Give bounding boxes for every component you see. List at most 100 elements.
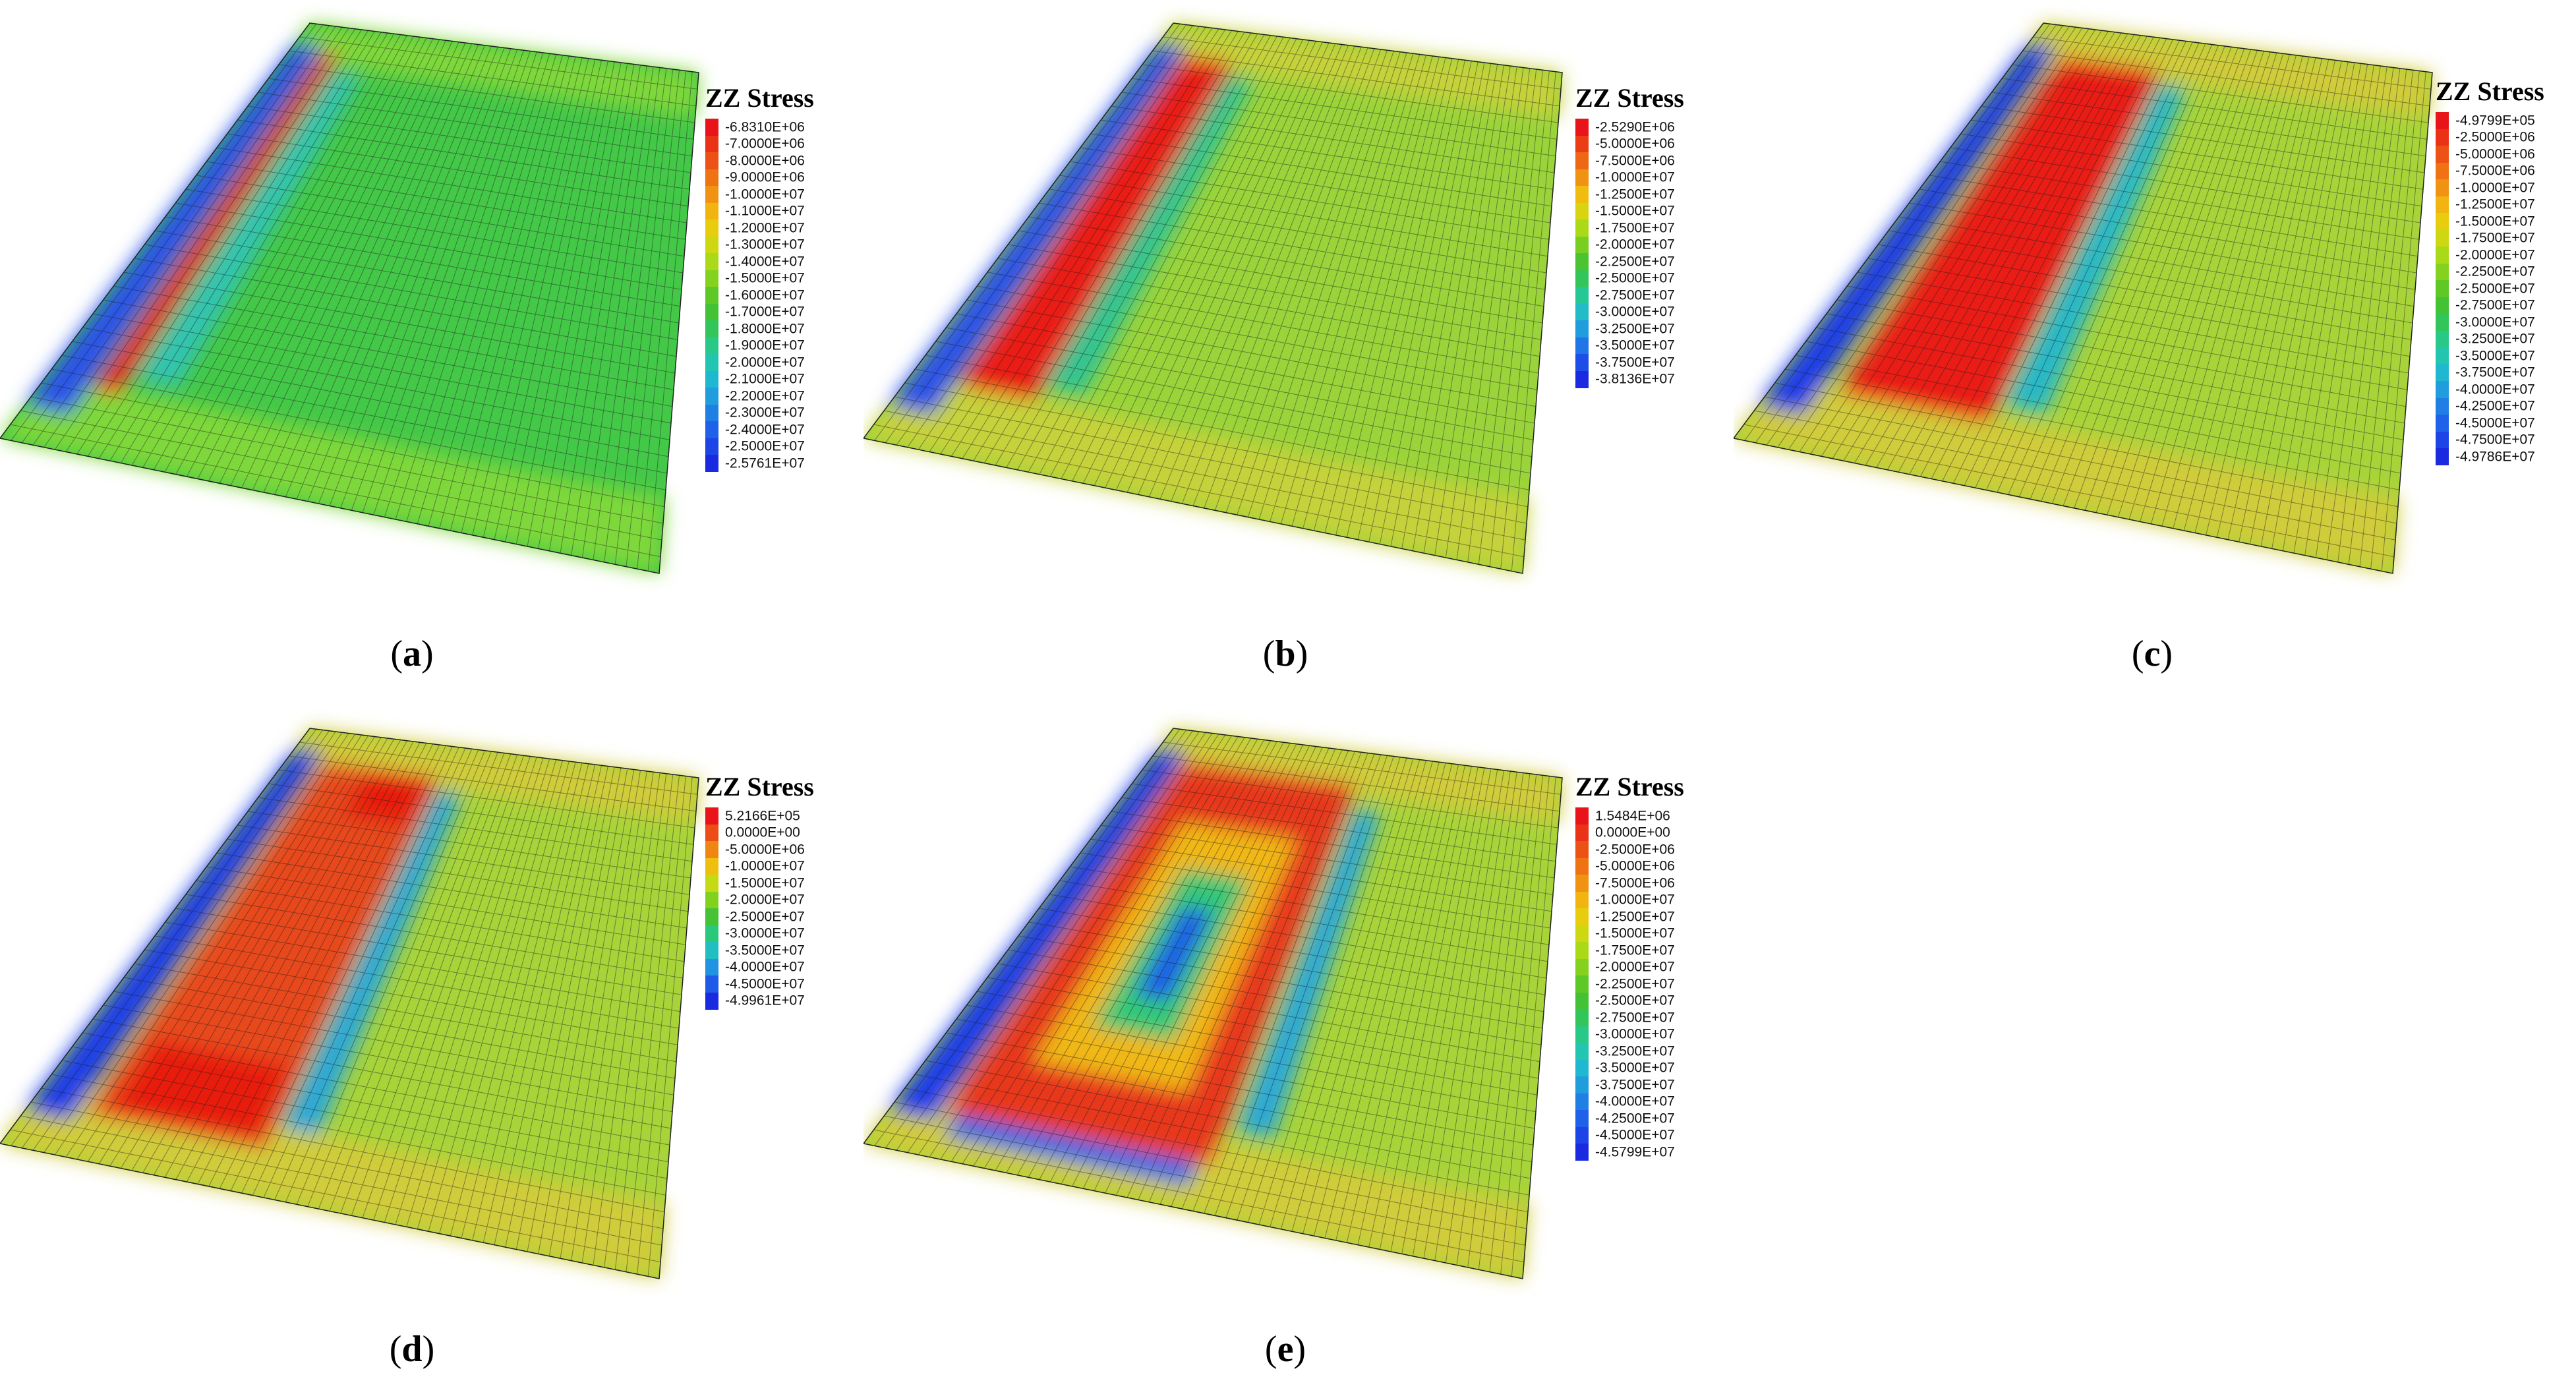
panel-b: ZZ Stress -2.5290E+06 -5.0000E+06 -7.5000E… [864,0,1720,699]
legend-tick-label: -1.5000E+07 [725,270,805,286]
legend-tick-label: -4.2500E+07 [2455,398,2535,414]
legend-tick-label: -4.0000E+07 [1595,1093,1675,1109]
legend-tick-label: -2.3000E+07 [725,405,805,421]
legend-tick-label: -1.1000E+07 [725,203,805,219]
transition-zone [135,72,363,388]
legend-tick-label: -2.2500E+07 [1595,254,1675,270]
legend-swatch [1575,152,1589,169]
legend-swatch [1575,1026,1589,1043]
legend-tick-label: -2.2000E+07 [725,388,805,404]
legend-tick-label: 0.0000E+00 [725,825,800,840]
legend-swatch [705,370,718,388]
legend-tick-label: -3.8136E+07 [1595,371,1675,387]
legend-tick-label: -3.5000E+07 [725,943,805,958]
legend-tick-label: -3.5000E+07 [1595,337,1675,353]
stress-plot-c [1734,22,2433,574]
legend-swatch [705,455,718,472]
legend-tick-label: -1.8000E+07 [725,321,805,337]
legend-tick-label: -1.2000E+07 [725,220,805,236]
legend-swatch [1575,975,1589,993]
plate-outline [0,22,699,574]
legend-tick-label: -4.9961E+07 [725,993,805,1008]
legend-swatch [2436,247,2449,264]
top-band [2015,23,2432,118]
legend-tick-label: -1.5000E+07 [725,875,805,891]
legend-tick-label: -3.0000E+07 [1595,304,1675,320]
plate-outline [864,22,1563,574]
legend-title-a: ZZ Stress [705,83,814,113]
legend-tick-label: -7.5000E+06 [1595,875,1675,891]
legend-tick-label: -2.7500E+07 [2455,297,2535,313]
legend-swatch [1575,891,1589,909]
legend-tick-label: -1.7500E+07 [1595,943,1675,958]
stress-plot-b [864,22,1563,574]
panel-a: ZZ Stress -6.8310E+06 -7.0000E+06 -8.0000E… [0,0,857,699]
stress-plot-a [0,22,699,574]
legend-swatch [705,169,718,187]
legend-tick-label: -1.4000E+07 [725,254,805,270]
legend-swatch [1575,1043,1589,1060]
legend-swatch [705,908,718,925]
legend-swatch [705,388,718,405]
legend-title-b: ZZ Stress [1575,83,1684,113]
legend-tick-label: -1.0000E+07 [2455,180,2535,196]
legend-swatch [1575,824,1589,842]
legend-swatch [1575,1059,1589,1077]
legend-title-d: ZZ Stress [705,772,814,801]
legend-swatch [1575,236,1589,254]
left-edge-zone [1758,44,2057,415]
legend-tick-label: -2.5000E+07 [1595,270,1675,286]
legend-tick-label: -3.7500E+07 [1595,1077,1675,1093]
legend-tick-label: -2.0000E+07 [1595,959,1675,975]
legend-tick-label: -1.0000E+07 [1595,169,1675,185]
caption-b: (b) [1262,633,1308,674]
legend-tick-label: -1.2500E+07 [1595,909,1675,925]
legend-swatch [1575,320,1589,337]
legend-swatch [705,421,718,438]
legend-swatch [705,135,718,153]
legend-swatch [705,236,718,254]
legend-swatch [1575,337,1589,355]
legend-swatch [2436,431,2449,449]
bottom-band [0,1081,665,1279]
legend-tick-label: -2.0000E+07 [725,892,805,908]
transition-zone [1041,76,1255,396]
legend-swatch [705,287,718,304]
plate-outline [1734,22,2433,574]
top-band [281,23,699,118]
legend-tick-label: -2.5000E+07 [725,438,805,454]
legend-tick-label: -2.0000E+07 [2455,247,2535,263]
legend-swatch [2436,162,2449,180]
legend-tick-label: -4.9799E+05 [2455,113,2535,129]
stress-field [864,728,1562,1279]
legend-tick-label: -1.9000E+07 [725,337,805,353]
legend-swatch [1575,202,1589,220]
legend-swatch [705,404,718,422]
plate-outline [0,728,699,1279]
legend-tick-label: -2.5000E+06 [1595,842,1675,858]
legend-swatch [705,270,718,287]
legend-swatch [1575,1076,1589,1093]
legend-tick-label: -7.5000E+06 [1595,153,1675,169]
left-edge-zone [888,44,1186,415]
legend-tick-label: -3.7500E+07 [1595,355,1675,370]
legend-tick-label: 1.5484E+06 [1595,808,1670,824]
legend-swatch [1575,219,1589,237]
legend-title-e: ZZ Stress [1575,772,1684,801]
legend-tick-label: -2.5000E+07 [1595,993,1675,1008]
legend-tick-label: -3.0000E+07 [725,925,805,941]
legend-swatch [1575,119,1589,136]
legend-tick-label: -7.0000E+06 [725,136,805,152]
left-edge-zone [24,749,323,1120]
legend-tick-label: -2.2500E+07 [1595,976,1675,992]
stress-field [0,23,699,573]
legend-swatch [1575,841,1589,858]
legend-swatch [1575,992,1589,1010]
legend-swatch [705,858,718,875]
legend-tick-label: -4.5000E+07 [1595,1127,1675,1143]
legend-tick-label: 0.0000E+00 [1595,825,1670,840]
legend-tick-label: -3.5000E+07 [1595,1060,1675,1076]
legend-tick-label: -1.2500E+07 [1595,187,1675,202]
legend-swatch [1575,303,1589,321]
stress-plot-e [864,728,1563,1279]
